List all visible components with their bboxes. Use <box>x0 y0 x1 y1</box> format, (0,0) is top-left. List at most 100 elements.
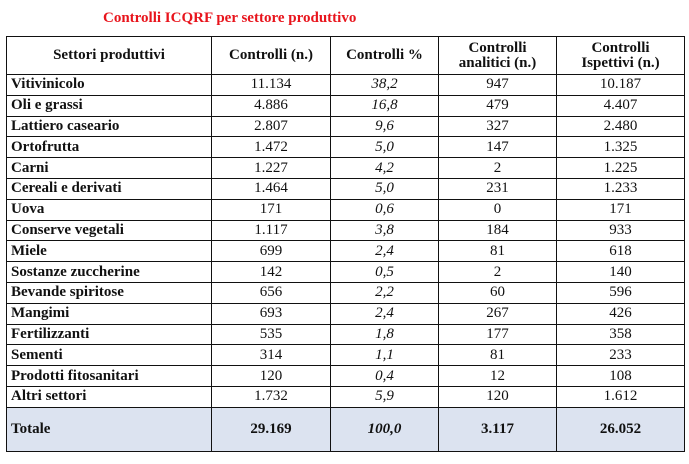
controls-count: 120 <box>211 365 331 387</box>
table-row: Altri settori 1.732 5,9 120 1.612 <box>6 385 685 408</box>
inspection-count: 2.480 <box>556 115 685 138</box>
sector-name: Miele <box>6 240 212 263</box>
sector-name: Sementi <box>6 344 212 367</box>
inspection-count: 618 <box>556 240 685 263</box>
controls-pct: 16,8 <box>330 94 439 117</box>
controls-count: 171 <box>211 198 331 221</box>
analytic-count: 231 <box>438 177 557 200</box>
inspection-count: 233 <box>556 344 685 367</box>
controls-pct: 5,0 <box>330 136 439 159</box>
inspection-count: 140 <box>556 261 685 283</box>
sector-name: Altri settori <box>6 385 212 408</box>
analytic-count: 60 <box>438 281 557 304</box>
sector-name: Oli e grassi <box>6 94 212 117</box>
controls-count: 142 <box>211 261 331 283</box>
controls-table: Settori produttivi Controlli (n.) Contro… <box>6 36 685 452</box>
controls-pct: 0,6 <box>330 198 439 221</box>
sector-name: Carni <box>6 157 212 179</box>
table-row: Sostanze zuccherine 142 0,5 2 140 <box>6 261 685 283</box>
analytic-count: 184 <box>438 219 557 242</box>
table-row: Mangimi 693 2,4 267 426 <box>6 302 685 325</box>
inspection-count: 1.233 <box>556 177 685 200</box>
controls-count: 11.134 <box>211 74 331 96</box>
analytic-count: 120 <box>438 385 557 408</box>
table-row: Miele 699 2,4 81 618 <box>6 240 685 263</box>
analytic-count: 479 <box>438 94 557 117</box>
inspection-count: 933 <box>556 219 685 242</box>
controls-count: 1.732 <box>211 385 331 408</box>
inspection-count: 26.052 <box>556 406 685 452</box>
header-inspection-controls: Controlli Ispettivi (n.) <box>556 36 685 75</box>
controls-pct: 1,1 <box>330 344 439 367</box>
controls-pct: 4,2 <box>330 157 439 179</box>
sector-name: Vitivinicolo <box>6 74 212 96</box>
table-row: Ortofrutta 1.472 5,0 147 1.325 <box>6 136 685 159</box>
inspection-count: 426 <box>556 302 685 325</box>
inspection-count: 1.225 <box>556 157 685 179</box>
table-row: Conserve vegetali 1.117 3,8 184 933 <box>6 219 685 242</box>
sector-name: Conserve vegetali <box>6 219 212 242</box>
controls-count: 1.117 <box>211 219 331 242</box>
analytic-count: 2 <box>438 157 557 179</box>
controls-pct: 100,0 <box>330 406 439 452</box>
analytic-count: 947 <box>438 74 557 96</box>
analytic-count: 0 <box>438 198 557 221</box>
sector-name: Bevande spiritose <box>6 281 212 304</box>
table-row: Cereali e derivati 1.464 5,0 231 1.233 <box>6 177 685 200</box>
inspection-count: 171 <box>556 198 685 221</box>
header-sector: Settori produttivi <box>6 36 212 75</box>
table-row: Vitivinicolo 11.134 38,2 947 10.187 <box>6 74 685 96</box>
sector-name: Fertilizzanti <box>6 323 212 346</box>
inspection-count: 1.325 <box>556 136 685 159</box>
inspection-count: 596 <box>556 281 685 304</box>
table-row: Lattiero caseario 2.807 9,6 327 2.480 <box>6 115 685 138</box>
controls-count: 29.169 <box>211 406 331 452</box>
analytic-count: 12 <box>438 365 557 387</box>
inspection-count: 10.187 <box>556 74 685 96</box>
controls-count: 699 <box>211 240 331 263</box>
controls-pct: 0,5 <box>330 261 439 283</box>
controls-pct: 3,8 <box>330 219 439 242</box>
header-controls-pct: Controlli % <box>330 36 439 75</box>
analytic-count: 267 <box>438 302 557 325</box>
controls-pct: 2,2 <box>330 281 439 304</box>
controls-pct: 1,8 <box>330 323 439 346</box>
controls-count: 1.227 <box>211 157 331 179</box>
sector-name: Lattiero caseario <box>6 115 212 138</box>
sector-name: Ortofrutta <box>6 136 212 159</box>
analytic-count: 81 <box>438 240 557 263</box>
table-row: Bevande spiritose 656 2,2 60 596 <box>6 281 685 304</box>
table-title: Controlli ICQRF per settore produttivo <box>103 10 357 26</box>
controls-pct: 5,0 <box>330 177 439 200</box>
controls-count: 2.807 <box>211 115 331 138</box>
total-row: Totale 29.169 100,0 3.117 26.052 <box>6 406 685 452</box>
table-row: Fertilizzanti 535 1,8 177 358 <box>6 323 685 346</box>
table-row: Oli e grassi 4.886 16,8 479 4.407 <box>6 94 685 117</box>
table-row: Uova 171 0,6 0 171 <box>6 198 685 221</box>
controls-count: 535 <box>211 323 331 346</box>
analytic-count: 81 <box>438 344 557 367</box>
analytic-count: 327 <box>438 115 557 138</box>
sector-name: Sostanze zuccherine <box>6 261 212 283</box>
sector-name: Prodotti fitosanitari <box>6 365 212 387</box>
sector-name: Mangimi <box>6 302 212 325</box>
sector-name: Uova <box>6 198 212 221</box>
analytic-count: 2 <box>438 261 557 283</box>
controls-pct: 9,6 <box>330 115 439 138</box>
sector-name: Cereali e derivati <box>6 177 212 200</box>
analytic-count: 3.117 <box>438 406 557 452</box>
controls-count: 656 <box>211 281 331 304</box>
table-row: Sementi 314 1,1 81 233 <box>6 344 685 367</box>
controls-count: 314 <box>211 344 331 367</box>
controls-pct: 38,2 <box>330 74 439 96</box>
controls-pct: 2,4 <box>330 240 439 263</box>
controls-pct: 0,4 <box>330 365 439 387</box>
header-row: Settori produttivi Controlli (n.) Contro… <box>6 36 685 75</box>
header-controls: Controlli (n.) <box>211 36 331 75</box>
inspection-count: 1.612 <box>556 385 685 408</box>
inspection-count: 358 <box>556 323 685 346</box>
header-analytic-controls: Controlli analitici (n.) <box>438 36 557 75</box>
sector-name: Totale <box>6 406 212 452</box>
analytic-count: 147 <box>438 136 557 159</box>
table-row: Carni 1.227 4,2 2 1.225 <box>6 157 685 179</box>
